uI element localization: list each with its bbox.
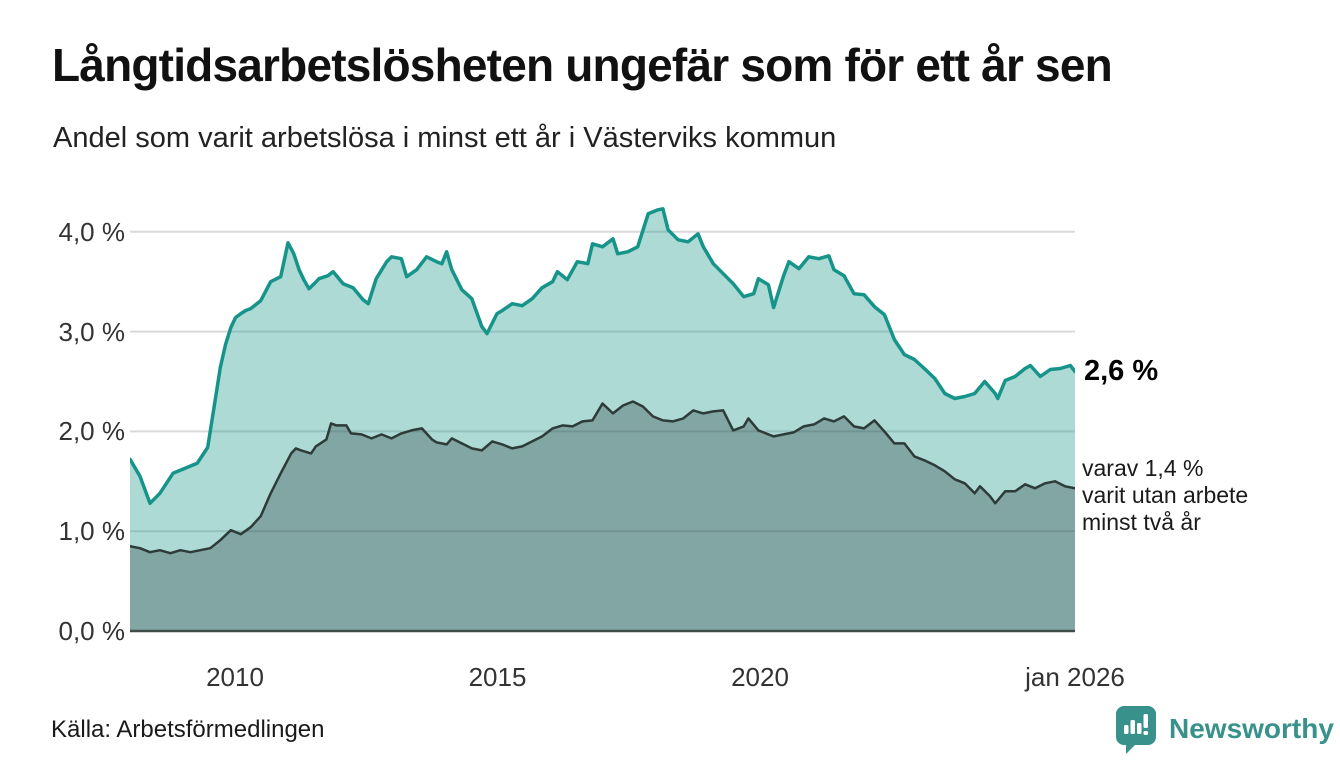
y-tick-label: 2,0 %: [58, 416, 126, 447]
y-tick-label: 4,0 %: [58, 216, 126, 247]
newsworthy-icon: [1116, 706, 1156, 754]
x-tick-label: 2010: [206, 662, 264, 692]
chart-subtitle: Andel som varit arbetslösa i minst ett å…: [53, 122, 837, 154]
chart-plot: [130, 207, 1075, 633]
brand-name: Newsworthy: [1169, 713, 1334, 744]
area-fill-0: [130, 208, 1075, 632]
y-tick-label: 0,0 %: [58, 616, 126, 646]
x-tick-label: jan 2026: [1025, 662, 1125, 692]
x-tick-label: 2020: [731, 662, 789, 692]
y-tick-label: 1,0 %: [58, 516, 126, 547]
x-tick-label: 2015: [468, 662, 527, 692]
y-tick-label: 3,0 %: [58, 316, 126, 347]
secondary-value-label: varav 1,4 % varit utan arbete minst två …: [1082, 455, 1249, 536]
series-line-0: [130, 207, 1075, 506]
area-fill-1: [130, 401, 1075, 631]
latest-value-label: 2,6 %: [1084, 354, 1159, 387]
page-title: Långtidsarbetslösheten ungefär som för e…: [52, 39, 1113, 91]
source-note: Källa: Arbetsförmedlingen: [51, 716, 325, 743]
brand-logo: Newsworthy: [1116, 706, 1334, 754]
series-line-1: [130, 400, 1075, 555]
